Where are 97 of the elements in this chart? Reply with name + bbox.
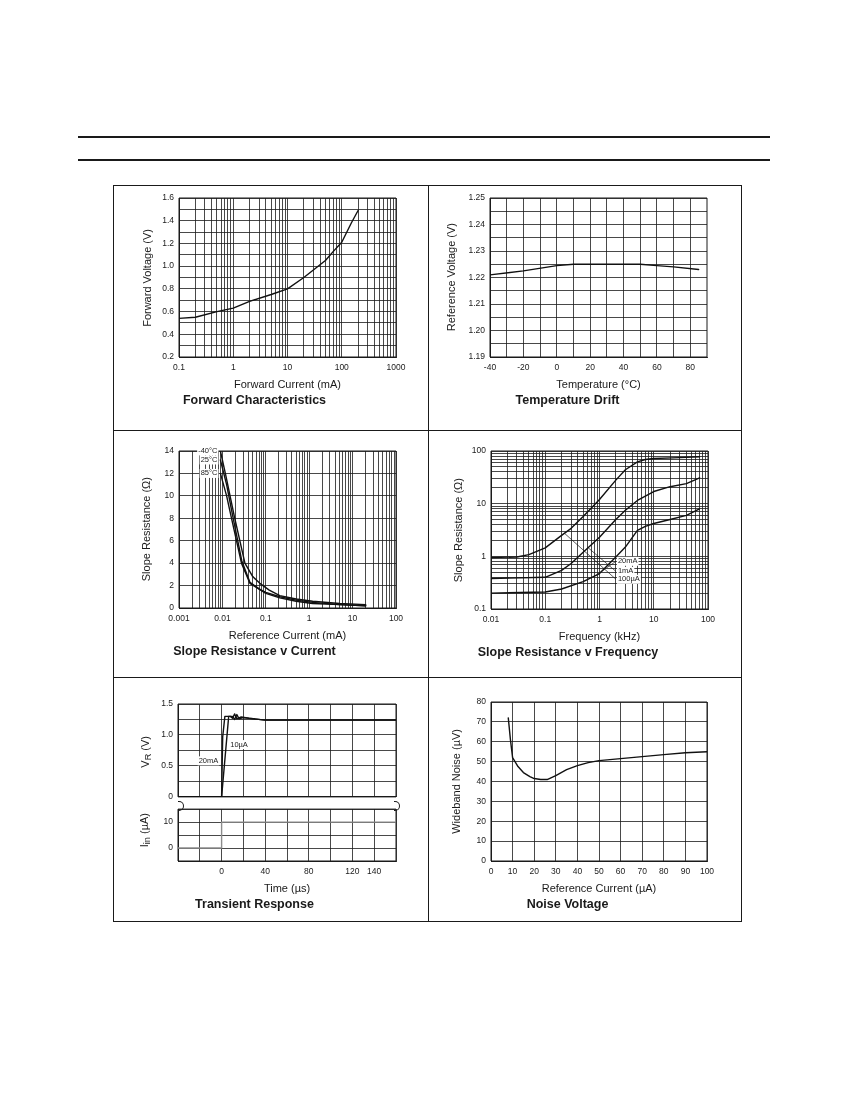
y-tick-label: 4 [169,557,175,568]
x-tick-label: 60 [615,866,626,877]
x-tick-label: 80 [304,866,314,877]
x-tick-label: -20 [517,362,530,373]
y-tick-label: 10 [164,490,175,501]
y-tick-label: 20 [476,815,487,826]
text: Noise Voltage [526,896,609,911]
y-axis-title: Slope Resistance (Ω) [139,477,152,582]
y-tick-label: 0.8 [162,283,175,294]
y-tick-label: 1.24 [468,218,486,229]
x-tick-label: 10 [649,614,659,625]
text: Temperature Drift [515,392,621,407]
y-tick-label: 1.4 [162,215,175,226]
x-tick-label: 30 [551,866,561,877]
x-tick-label: 90 [680,866,691,877]
x-tick-label: 10 [282,362,293,373]
y-tick-label: 8 [169,512,175,523]
x-tick-label: 40 [260,866,271,877]
x-tick-label: -40 [483,362,497,373]
x-tick-label: 140 [367,866,382,877]
y-axis-title: Reference Voltage (V) [444,223,457,332]
y-tick-label: 0 [168,842,174,853]
x-axis-title: Frequency (kHz) [558,630,641,643]
y-axis-title: Forward Voltage (V) [140,228,153,327]
y-tick-label: 0 [168,791,174,802]
x-axis-title: Reference Current (µA) [541,882,657,895]
x-tick-label: 1 [230,362,236,373]
y-tick-label: 50 [476,755,487,766]
y-tick-label: 10 [476,498,487,509]
x-tick-label: 70 [637,866,648,877]
y-tick-label: 10 [476,835,487,846]
y-tick-label: 1.19 [468,351,486,362]
x-tick-label: 0.01 [482,614,500,625]
y-tick-label: 100 [471,445,487,456]
y-tick-label: 12 [164,467,175,478]
x-axis-title: Temperature (°C) [556,378,641,391]
y-tick-label: 1.5 [161,698,174,709]
x-tick-label: 80 [659,866,669,877]
y-tick-label: 0.5 [161,760,174,771]
y-axis-title: Wideband Noise (µV) [449,729,462,834]
x-tick-label: 100 [388,613,404,624]
x-tick-label: 20 [529,866,540,877]
y-tick-label: 1.22 [468,271,486,282]
x-tick-label: 0 [554,362,560,373]
x-tick-label: 20 [585,362,596,373]
y-tick-label: 1.25 [468,192,486,203]
y-tick-label: 30 [476,795,487,806]
y-tick-label: 80 [476,696,487,707]
x-axis-title: Forward Current (mA) [234,378,341,391]
y-tick-label: 14 [164,445,175,456]
y-tick-label: 1.21 [468,298,486,309]
y-tick-label: 60 [476,736,487,747]
y-tick-label: 1.0 [161,729,174,740]
text: Slope Resistance v Frequency [477,644,659,659]
x-tick-label: 1 [306,613,312,624]
x-tick-label: 100 [700,614,716,625]
x-axis-title: Reference Current (mA) [228,629,347,642]
y-tick-label: 0 [481,855,487,866]
y-tick-label: 6 [169,535,175,546]
x-tick-label: 40 [618,362,629,373]
y-tick-label: 2 [169,579,175,590]
x-tick-label: 1 [597,614,603,625]
x-tick-label: 0 [219,866,225,877]
x-tick-label: 100 [334,362,350,373]
text: Forward Characteristics [182,392,327,407]
y-tick-label: 0.6 [162,305,175,316]
x-tick-label: 100 [699,866,715,877]
y-tick-label: 1.6 [162,192,175,203]
x-tick-label: 10 [507,866,518,877]
x-tick-label: 1000 [386,362,406,373]
y-tick-label: 1.0 [162,260,175,271]
y-axis-title: Slope Resistance (Ω) [451,477,464,583]
x-tick-label: 0.1 [259,613,272,624]
x-tick-label: 80 [685,362,696,373]
x-tick-label: 60 [652,362,662,373]
x-tick-label: 0.001 [168,613,190,624]
x-tick-label: 0.01 [214,613,231,624]
x-tick-label: 40 [572,866,583,877]
x-axis-title: Time (µs) [263,882,311,895]
x-tick-label: 10 [347,613,358,624]
y-tick-label: 70 [476,716,487,727]
y-tick-label: 0 [169,602,175,613]
x-tick-label: 120 [345,866,360,877]
y-tick-label: 1 [481,550,487,561]
x-tick-label: 50 [594,866,604,877]
text: Transient Response [195,896,314,911]
x-tick-label: 0 [488,866,494,877]
y-tick-label: 10 [163,816,174,827]
y-tick-label: 0.1 [474,603,487,614]
y-tick-label: 1.20 [468,324,486,335]
y-tick-label: 1.2 [162,237,175,248]
y-tick-label: 0.4 [162,328,175,339]
y-tick-label: 0.2 [162,351,175,362]
y-tick-label: 40 [476,775,487,786]
x-tick-label: 0.1 [539,614,552,625]
text: Slope Resistance v Current [173,643,337,658]
y-tick-label: 1.23 [468,245,486,256]
